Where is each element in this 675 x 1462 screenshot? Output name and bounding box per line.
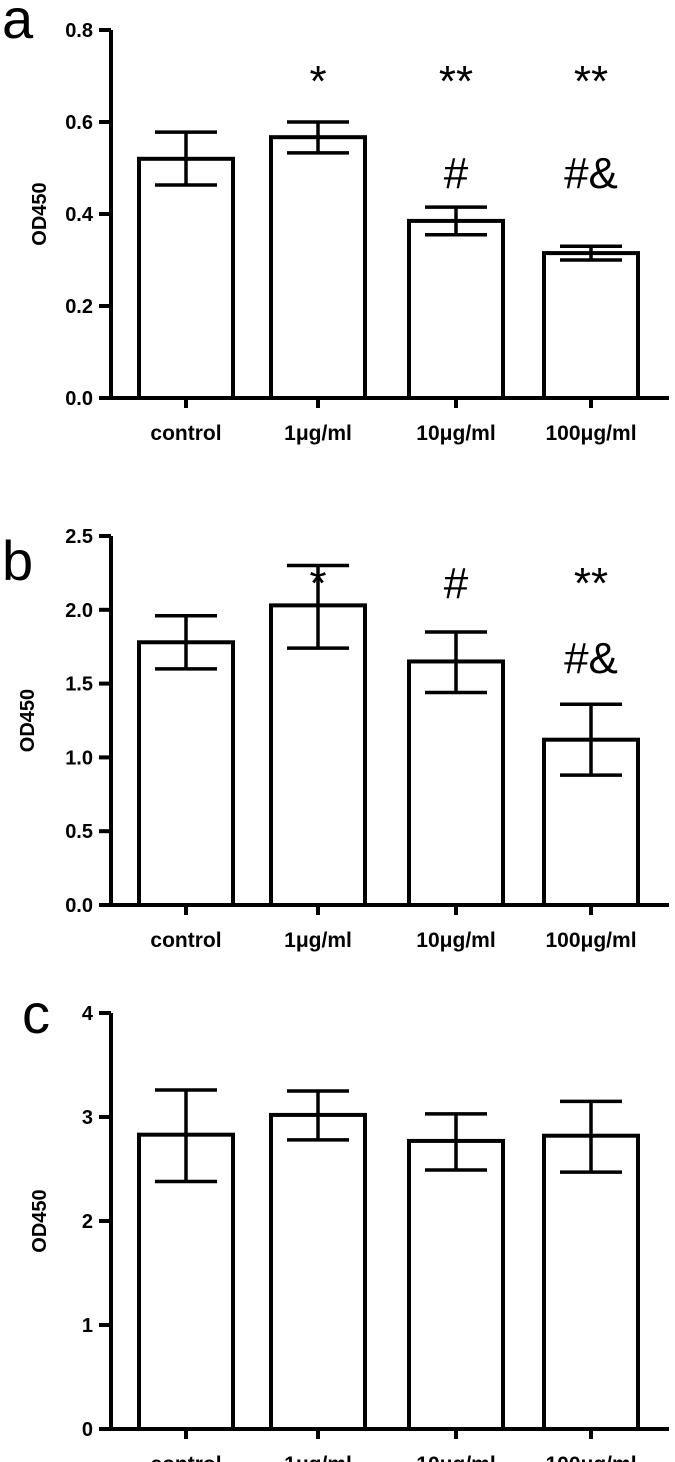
y-tick-label: 0.6 (65, 112, 93, 134)
error-bar-3 (425, 630, 487, 695)
error-bar-1 (155, 1088, 217, 1184)
bar-1 (137, 1132, 235, 1431)
x-tick-label: 1μg/ml (284, 929, 352, 952)
y-tick-label: 1 (82, 1315, 93, 1337)
y-tick-label: 1.5 (65, 674, 93, 696)
panel-a: a OD450 control 1μg/ml * 10μg/ml ** #100μg/ml **… (0, 0, 675, 480)
significance-annotation: * (309, 559, 326, 608)
significance-annotation: #& (564, 149, 618, 198)
error-bar-3 (425, 205, 487, 237)
panel-letter: a (2, 0, 34, 50)
y-axis-label: OD450 (17, 689, 39, 752)
significance-annotation: ** (574, 57, 608, 106)
panel-letter: c (22, 982, 50, 1045)
y-tick-label: 1.0 (65, 747, 93, 769)
x-tick-label: 10μg/ml (416, 422, 495, 445)
y-tick-label: 2.5 (65, 526, 93, 548)
error-bar-2 (287, 120, 349, 155)
chart-a: a OD450 control 1μg/ml * 10μg/ml ** #100μg/ml **… (2, 0, 669, 445)
error-bar-4 (560, 244, 622, 262)
y-axis-label: OD450 (29, 182, 51, 245)
error-bar-2 (287, 563, 349, 650)
significance-annotation: ** (574, 559, 608, 608)
x-tick-label: 1μg/ml (284, 422, 352, 445)
bar-2 (269, 1112, 367, 1431)
bar-2 (269, 603, 367, 907)
bar-3 (407, 218, 505, 400)
y-tick-label: 0.0 (65, 388, 93, 410)
x-tick-label: 100μg/ml (545, 929, 636, 952)
chart-b: b OD450 control 1μg/ml * 10μg/ml #100μg/ml ** #&… (2, 526, 669, 952)
error-bar-1 (155, 130, 217, 187)
bar-1 (137, 640, 235, 907)
bar-4 (542, 1133, 640, 1431)
y-axis-label: OD450 (29, 1189, 51, 1252)
x-tick-label: 10μg/ml (416, 1453, 495, 1462)
x-tick-label: 1μg/ml (284, 1453, 352, 1462)
panel-letter: b (2, 529, 33, 592)
error-bar-4 (560, 1099, 622, 1174)
y-tick-label: 0.2 (65, 296, 93, 318)
bar-3 (407, 1138, 505, 1431)
y-tick-label: 0.0 (65, 895, 93, 917)
y-tick-label: 2.0 (65, 600, 93, 622)
x-tick-label: 100μg/ml (545, 422, 636, 445)
y-tick-label: 0 (82, 1419, 93, 1441)
x-tick-label: control (150, 929, 221, 952)
y-tick-label: 4 (82, 1003, 94, 1025)
x-tick-label: control (150, 422, 221, 445)
significance-annotation: # (444, 559, 469, 608)
panel-c: c OD450 control 1μg/ml 10μg/ml 100μg/ml 0 1 2 3 4 (0, 980, 675, 1462)
x-tick-label: 100μg/ml (545, 1453, 636, 1462)
bar-2 (269, 135, 367, 400)
significance-annotation: #& (564, 634, 618, 683)
y-tick-label: 0.4 (65, 204, 94, 226)
y-tick-label: 3 (82, 1107, 93, 1129)
significance-annotation: # (444, 149, 469, 198)
x-tick-label: 10μg/ml (416, 929, 495, 952)
y-tick-label: 2 (82, 1211, 93, 1233)
y-tick-label: 0.5 (65, 821, 93, 843)
significance-annotation: ** (439, 57, 473, 106)
error-bar-4 (560, 702, 622, 777)
y-tick-label: 0.8 (65, 20, 93, 42)
x-tick-label: control (150, 1453, 221, 1462)
error-bar-2 (287, 1089, 349, 1142)
error-bar-1 (155, 613, 217, 671)
bar-3 (407, 659, 505, 907)
chart-c: c OD450 control 1μg/ml 10μg/ml 100μg/ml 0 1 2 3 4 (22, 982, 669, 1462)
bar-1 (137, 156, 235, 400)
significance-annotation: * (309, 57, 326, 106)
panel-b: b OD450 control 1μg/ml * 10μg/ml #100μg/ml ** #&… (0, 480, 675, 980)
bar-4 (542, 251, 640, 400)
error-bar-3 (425, 1112, 487, 1172)
